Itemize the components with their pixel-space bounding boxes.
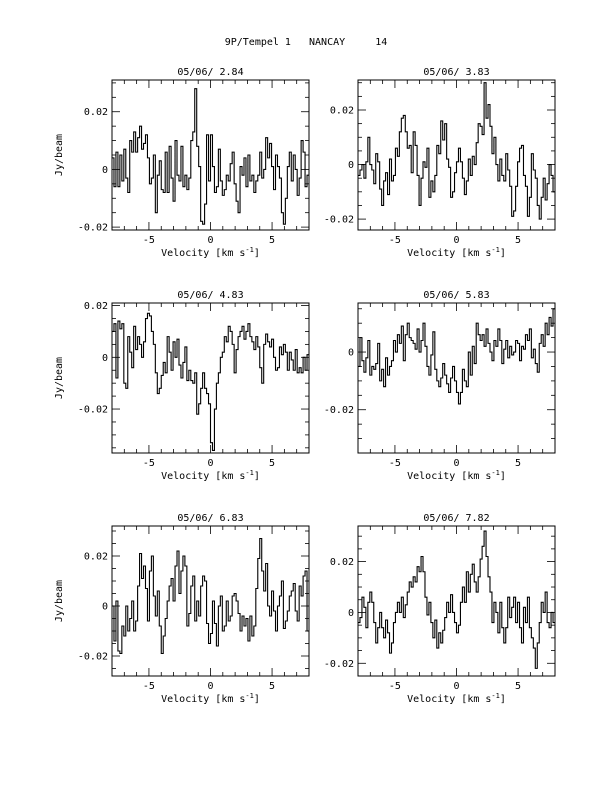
panel-title: 05/06/ 5.83 bbox=[423, 290, 489, 301]
y-axis-label: Jy/beam bbox=[54, 357, 65, 399]
y-tick-label: 0.02 bbox=[84, 301, 108, 312]
y-axis-label: Jy/beam bbox=[54, 580, 65, 622]
x-tick-label: 0 bbox=[207, 681, 213, 692]
spectrum-line bbox=[112, 88, 309, 225]
x-tick-label: 0 bbox=[207, 458, 213, 469]
panel-title: 05/06/ 6.83 bbox=[177, 513, 243, 524]
panel-title: 05/06/ 4.83 bbox=[177, 290, 243, 301]
y-axis-label: Jy/beam bbox=[54, 134, 65, 176]
x-tick-label: -5 bbox=[389, 235, 401, 246]
x-tick-label: 5 bbox=[515, 681, 521, 692]
x-tick-label: 0 bbox=[453, 681, 459, 692]
x-tick-label: 5 bbox=[515, 458, 521, 469]
x-tick-label: 5 bbox=[515, 235, 521, 246]
spectrum-line bbox=[358, 82, 555, 220]
y-tick-label: 0 bbox=[102, 165, 108, 176]
y-tick-label: 0 bbox=[102, 602, 108, 613]
x-axis-label: Velocity [km s-1] bbox=[161, 469, 260, 482]
x-axis-label: Velocity [km s-1] bbox=[407, 246, 506, 259]
x-tick-label: 5 bbox=[269, 458, 275, 469]
y-tick-label: 0 bbox=[348, 160, 354, 171]
x-tick-label: -5 bbox=[143, 235, 155, 246]
x-tick-label: 0 bbox=[453, 235, 459, 246]
y-tick-label: -0.02 bbox=[78, 405, 108, 416]
panel-title: 05/06/ 2.84 bbox=[177, 67, 243, 78]
x-tick-label: -5 bbox=[389, 681, 401, 692]
panel-title: 05/06/ 3.83 bbox=[423, 67, 489, 78]
y-tick-label: 0.02 bbox=[330, 557, 354, 568]
x-tick-label: 5 bbox=[269, 235, 275, 246]
spectrum-panel-4: 05/06/ 5.83 -5 0 5 0 -0.02 Velocity [km s-1] bbox=[324, 290, 556, 482]
y-tick-label: 0.02 bbox=[84, 107, 108, 118]
spectrum-panel-2: 05/06/ 3.83 -5 0 5 0.02 0 -0.02 Velocity [km s-… bbox=[324, 67, 556, 259]
x-tick-label: 5 bbox=[269, 681, 275, 692]
x-tick-label: 0 bbox=[453, 458, 459, 469]
spectrum-line bbox=[112, 537, 309, 655]
plot-frame bbox=[357, 79, 556, 231]
y-tick-label: -0.02 bbox=[324, 659, 354, 670]
figure-title: 9P/Tempel 1 NANCAY 14 bbox=[224, 37, 388, 48]
plot-frame bbox=[357, 302, 556, 454]
spectrum-line bbox=[112, 312, 309, 451]
x-tick-label: -5 bbox=[143, 681, 155, 692]
x-tick-label: -5 bbox=[389, 458, 401, 469]
spectrum-panel-5: 05/06/ 6.83 -5 0 5 0.02 0 -0.02 Velocity [km s-… bbox=[54, 513, 310, 705]
plot-frame bbox=[357, 525, 556, 677]
spectrum-line bbox=[358, 530, 555, 669]
spectrum-panel-1: 05/06/ 2.84 -5 0 5 0.02 0 -0.02 Velocity [km s-… bbox=[54, 67, 310, 259]
y-tick-label: -0.02 bbox=[78, 223, 108, 234]
y-tick-label: 0.02 bbox=[330, 106, 354, 117]
x-axis-label: Velocity [km s-1] bbox=[161, 246, 260, 259]
x-tick-label: -5 bbox=[143, 458, 155, 469]
x-axis-label: Velocity [km s-1] bbox=[161, 692, 260, 705]
y-tick-label: 0 bbox=[348, 608, 354, 619]
y-tick-label: -0.02 bbox=[324, 405, 354, 416]
panel-title: 05/06/ 7.82 bbox=[423, 513, 489, 524]
y-tick-label: -0.02 bbox=[78, 652, 108, 663]
x-axis-label: Velocity [km s-1] bbox=[407, 469, 506, 482]
spectrum-line bbox=[358, 308, 555, 405]
y-tick-label: 0 bbox=[102, 353, 108, 364]
y-tick-label: -0.02 bbox=[324, 215, 354, 226]
y-tick-label: 0 bbox=[348, 348, 354, 359]
x-tick-label: 0 bbox=[207, 235, 213, 246]
x-axis-label: Velocity [km s-1] bbox=[407, 692, 506, 705]
spectrum-panel-6: 05/06/ 7.82 -5 0 5 0.02 0 -0.02 Velocity [km s-… bbox=[324, 513, 556, 705]
spectrum-panel-3: 05/06/ 4.83 -5 0 5 0.02 0 -0.02 Velocity [km s-… bbox=[54, 290, 310, 482]
y-tick-label: 0.02 bbox=[84, 552, 108, 563]
